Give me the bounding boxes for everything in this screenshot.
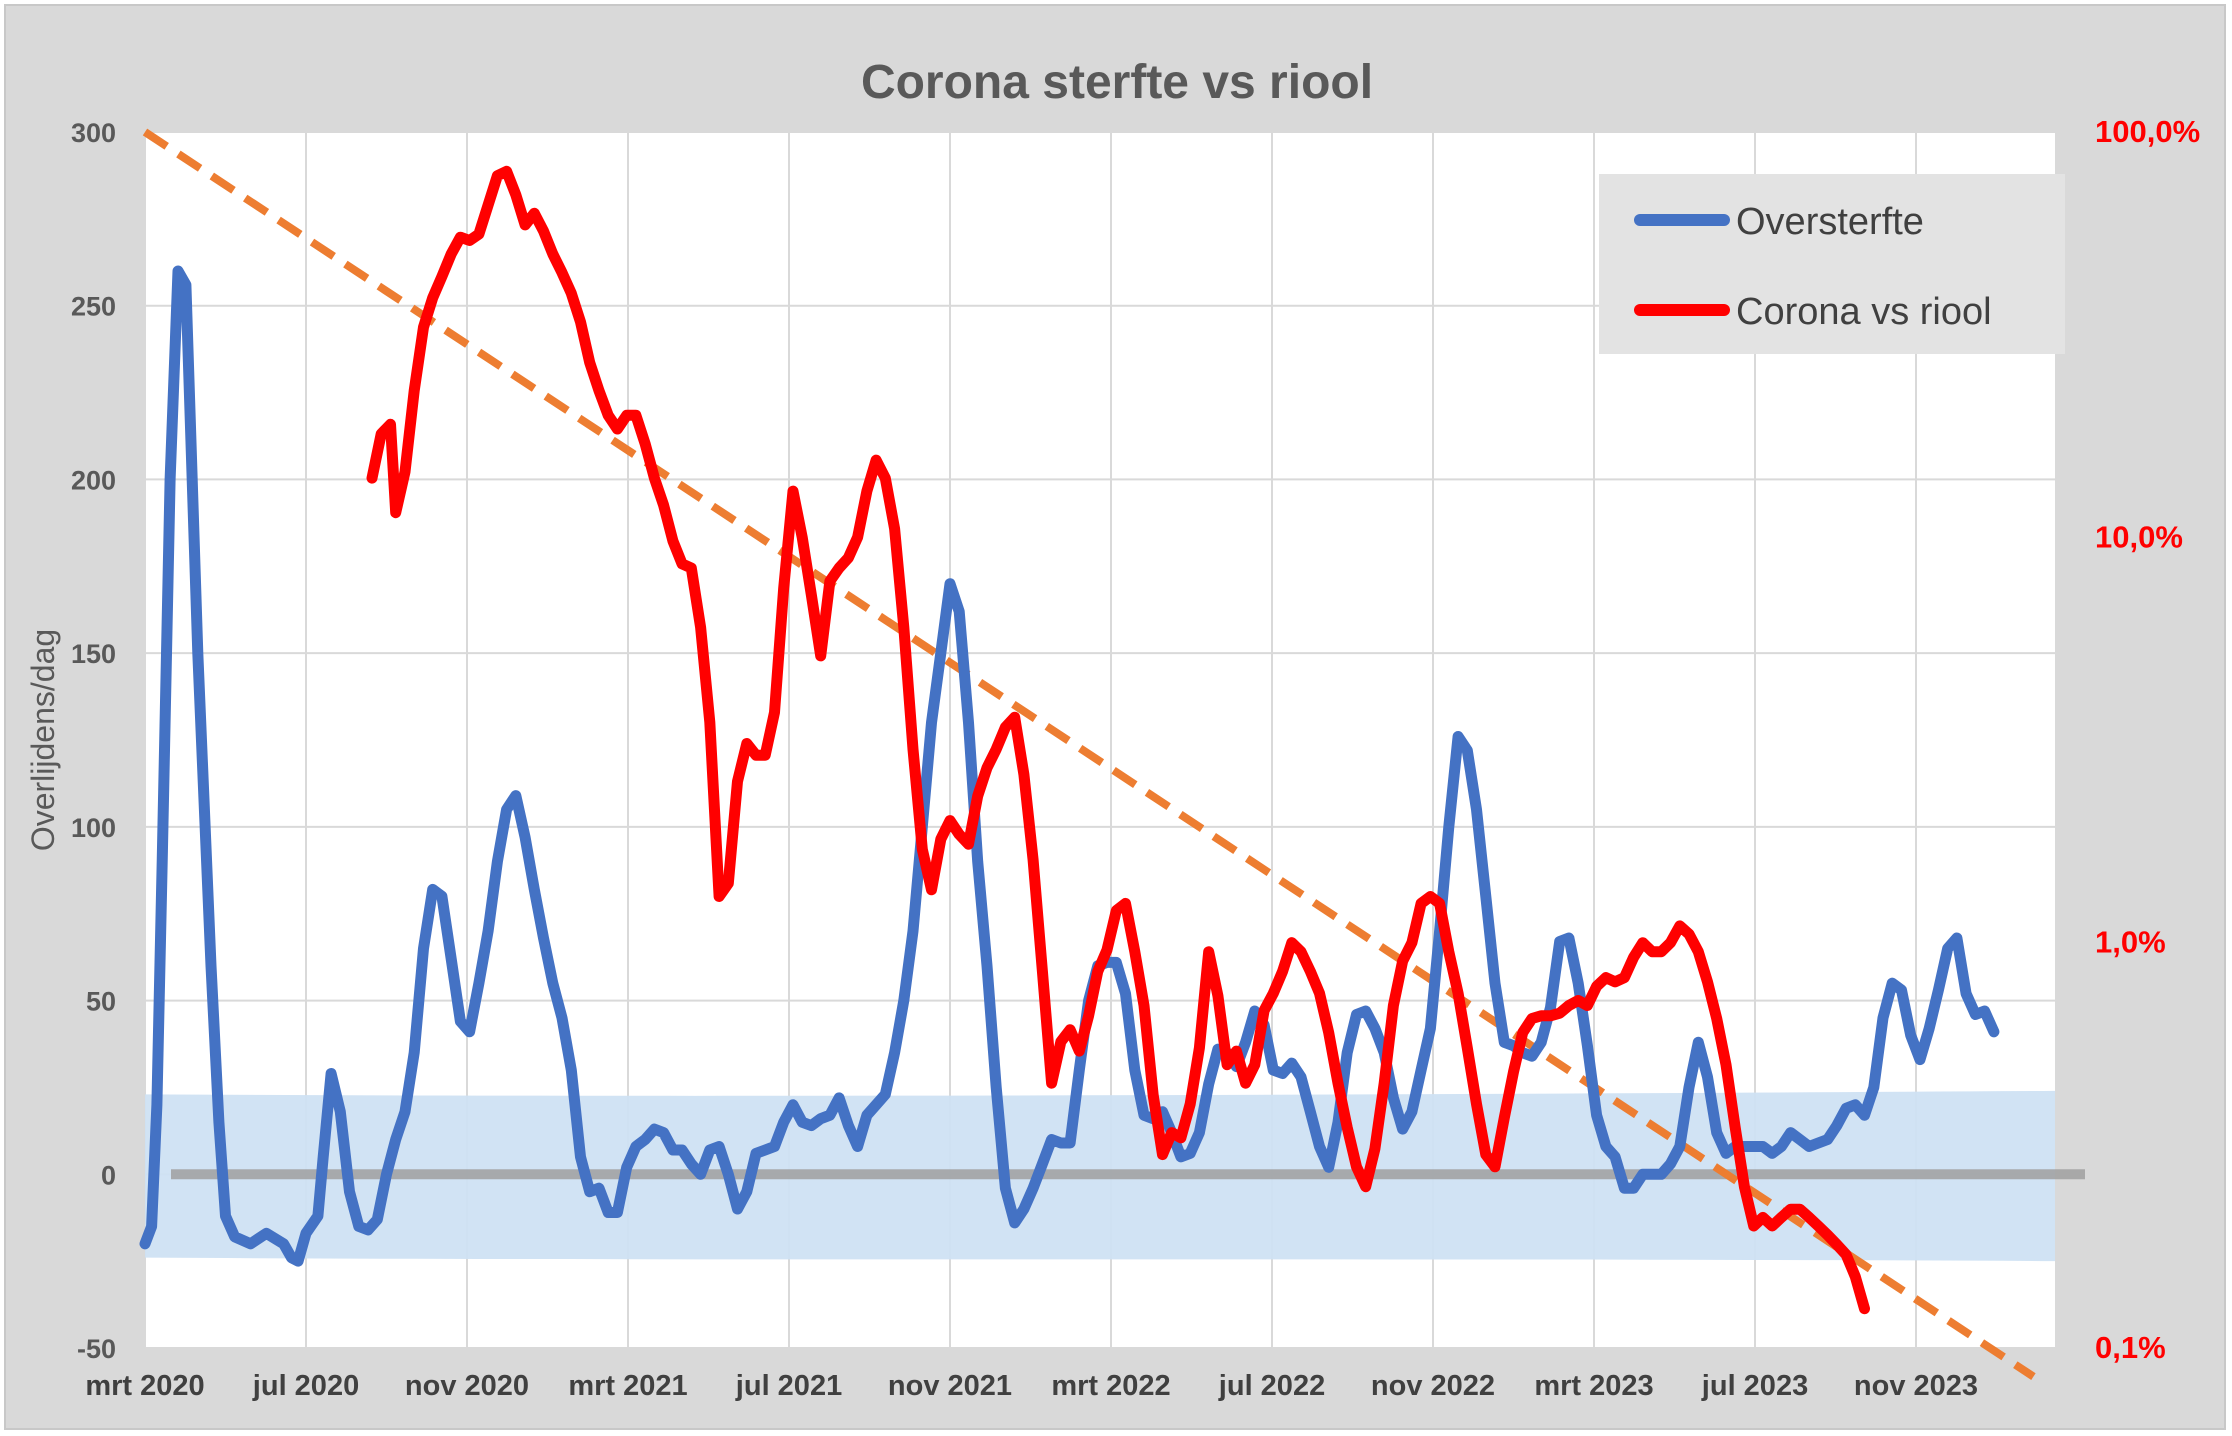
series-line-oversterfte [139, 265, 2000, 1267]
trendline-dashed [142, 128, 2036, 1380]
trend-layer [142, 128, 2036, 1380]
y-tick-left: 250 [71, 292, 116, 322]
series-layer [139, 165, 2000, 1315]
legend-label-corona-vs-riool: Corona vs riool [1736, 291, 1992, 333]
x-tick-label: mrt 2022 [1051, 1370, 1170, 1402]
chart-title: Corona sterfte vs riool [861, 56, 1373, 109]
x-tick-label: jul 2022 [1218, 1370, 1325, 1402]
x-tick-label: mrt 2023 [1534, 1370, 1653, 1402]
x-tick-label: jul 2023 [1701, 1370, 1808, 1402]
chart-frame: Corona sterfte vs riool 300 250 200 150 100 5… [4, 4, 2226, 1430]
y-tick-left: -50 [77, 1334, 116, 1364]
x-tick-label: jul 2021 [735, 1370, 842, 1402]
x-axis: mrt 2020 jul 2020 nov 2020 mrt 2021 jul 2021… [85, 1370, 1978, 1402]
y-tick-right: 1,0% [2095, 925, 2166, 960]
legend: Oversterfte Corona vs riool [1599, 174, 2065, 354]
y-tick-left: 0 [101, 1160, 116, 1190]
x-tick-label: nov 2021 [888, 1370, 1012, 1402]
y-tick-left: 150 [71, 639, 116, 669]
y-axis-left: 300 250 200 150 100 50 0 -50 [71, 118, 116, 1364]
y-tick-right: 10,0% [2095, 519, 2183, 554]
x-tick-label: mrt 2021 [568, 1370, 687, 1402]
y-axis-right: 100,0% 10,0% 1,0% 0,1% [2095, 114, 2200, 1365]
legend-label-oversterfte: Oversterfte [1736, 201, 1924, 243]
x-tick-label: nov 2023 [1854, 1370, 1978, 1402]
y-tick-left: 50 [86, 987, 116, 1017]
x-tick-label: jul 2020 [252, 1370, 359, 1402]
y-tick-left: 300 [71, 118, 116, 148]
x-tick-label: mrt 2020 [85, 1370, 204, 1402]
y-tick-right: 100,0% [2095, 114, 2200, 149]
legend-background [1599, 174, 2065, 354]
y-tick-left: 200 [71, 465, 116, 495]
y-tick-right: 0,1% [2095, 1330, 2166, 1365]
x-tick-label: nov 2022 [1371, 1370, 1495, 1402]
y-tick-left: 100 [71, 813, 116, 843]
x-tick-label: nov 2020 [405, 1370, 529, 1402]
chart-svg: Corona sterfte vs riool 300 250 200 150 100 5… [25, 56, 2200, 1402]
y-axis-label: Overlijdens/dag [25, 629, 61, 851]
series-line-corona-vs-riool [366, 165, 1870, 1315]
